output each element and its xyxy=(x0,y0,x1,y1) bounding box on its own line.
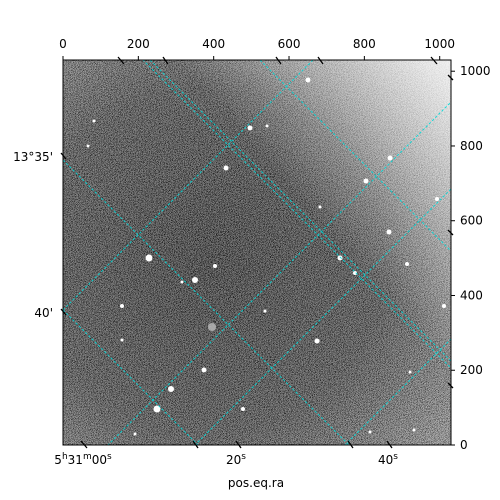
world-tick xyxy=(447,74,454,81)
grid-line xyxy=(107,101,451,445)
grid-line xyxy=(149,60,451,362)
star xyxy=(265,124,269,128)
x-axis-title: pos.eq.ra xyxy=(228,476,284,490)
star xyxy=(363,178,369,184)
star xyxy=(192,277,198,283)
star xyxy=(241,407,245,411)
world-tick xyxy=(192,440,199,449)
star xyxy=(353,271,357,275)
bottom-world-label: 5h31m00s xyxy=(54,452,112,467)
world-tick xyxy=(447,382,454,389)
plot-frame xyxy=(62,59,452,446)
star xyxy=(387,155,393,161)
star xyxy=(318,205,322,209)
star xyxy=(314,338,320,344)
world-tick xyxy=(430,56,438,65)
star-field xyxy=(86,77,446,436)
star xyxy=(442,304,446,308)
star xyxy=(120,338,124,342)
grid-line xyxy=(344,338,451,445)
world-tick xyxy=(447,229,454,236)
right-tick-label: 800 xyxy=(460,139,483,153)
star xyxy=(180,280,184,284)
world-tick xyxy=(347,440,354,449)
star xyxy=(263,309,267,313)
right-tick-label: 200 xyxy=(460,363,483,377)
world-tick xyxy=(275,56,282,65)
top-tick-label: 200 xyxy=(127,37,150,51)
right-tick-label: 400 xyxy=(460,288,483,302)
top-tick-label: 0 xyxy=(59,37,67,51)
star xyxy=(120,304,124,308)
top-tick-label: 1000 xyxy=(424,37,455,51)
right-tick-label: 600 xyxy=(460,214,483,228)
star xyxy=(201,367,207,373)
star xyxy=(133,432,137,436)
star xyxy=(145,254,153,262)
world-tick xyxy=(80,440,88,449)
tick-marks xyxy=(60,56,455,449)
star xyxy=(386,229,392,235)
world-tick xyxy=(60,152,67,160)
star xyxy=(92,119,96,123)
star xyxy=(168,386,174,392)
top-tick-label: 800 xyxy=(353,37,376,51)
right-tick-label: 0 xyxy=(460,438,468,452)
star xyxy=(213,264,217,268)
left-world-label: 40' xyxy=(34,306,53,320)
top-tick-label: 600 xyxy=(278,37,301,51)
world-tick xyxy=(317,56,324,65)
star xyxy=(435,197,439,201)
grid-line xyxy=(63,309,199,445)
world-tick xyxy=(60,308,67,316)
world-tick xyxy=(117,56,125,65)
world-tick xyxy=(162,56,169,65)
star xyxy=(337,255,343,261)
grid-line xyxy=(194,188,451,445)
star xyxy=(208,323,216,331)
sky-image xyxy=(63,60,451,445)
right-tick-label: 1000 xyxy=(460,64,491,78)
tick-labels: 0 200 400 600 800 1000 0 200 400 600 800 1000 13°35'… xyxy=(13,37,490,467)
star xyxy=(305,77,311,83)
star xyxy=(405,262,409,266)
star xyxy=(368,430,372,434)
star xyxy=(223,165,229,171)
bottom-world-label: 20s xyxy=(226,452,246,467)
star xyxy=(86,144,90,148)
left-world-label: 13°35' xyxy=(13,150,53,164)
coordinate-grid xyxy=(63,60,451,445)
star xyxy=(247,125,253,131)
bottom-world-label: 40s xyxy=(378,452,398,467)
star xyxy=(412,428,416,432)
world-tick xyxy=(235,440,242,449)
star xyxy=(153,405,161,413)
star xyxy=(408,370,412,374)
grid-line xyxy=(63,60,314,311)
top-tick-label: 400 xyxy=(202,37,225,51)
grid-line xyxy=(259,60,451,252)
world-tick xyxy=(386,440,393,449)
